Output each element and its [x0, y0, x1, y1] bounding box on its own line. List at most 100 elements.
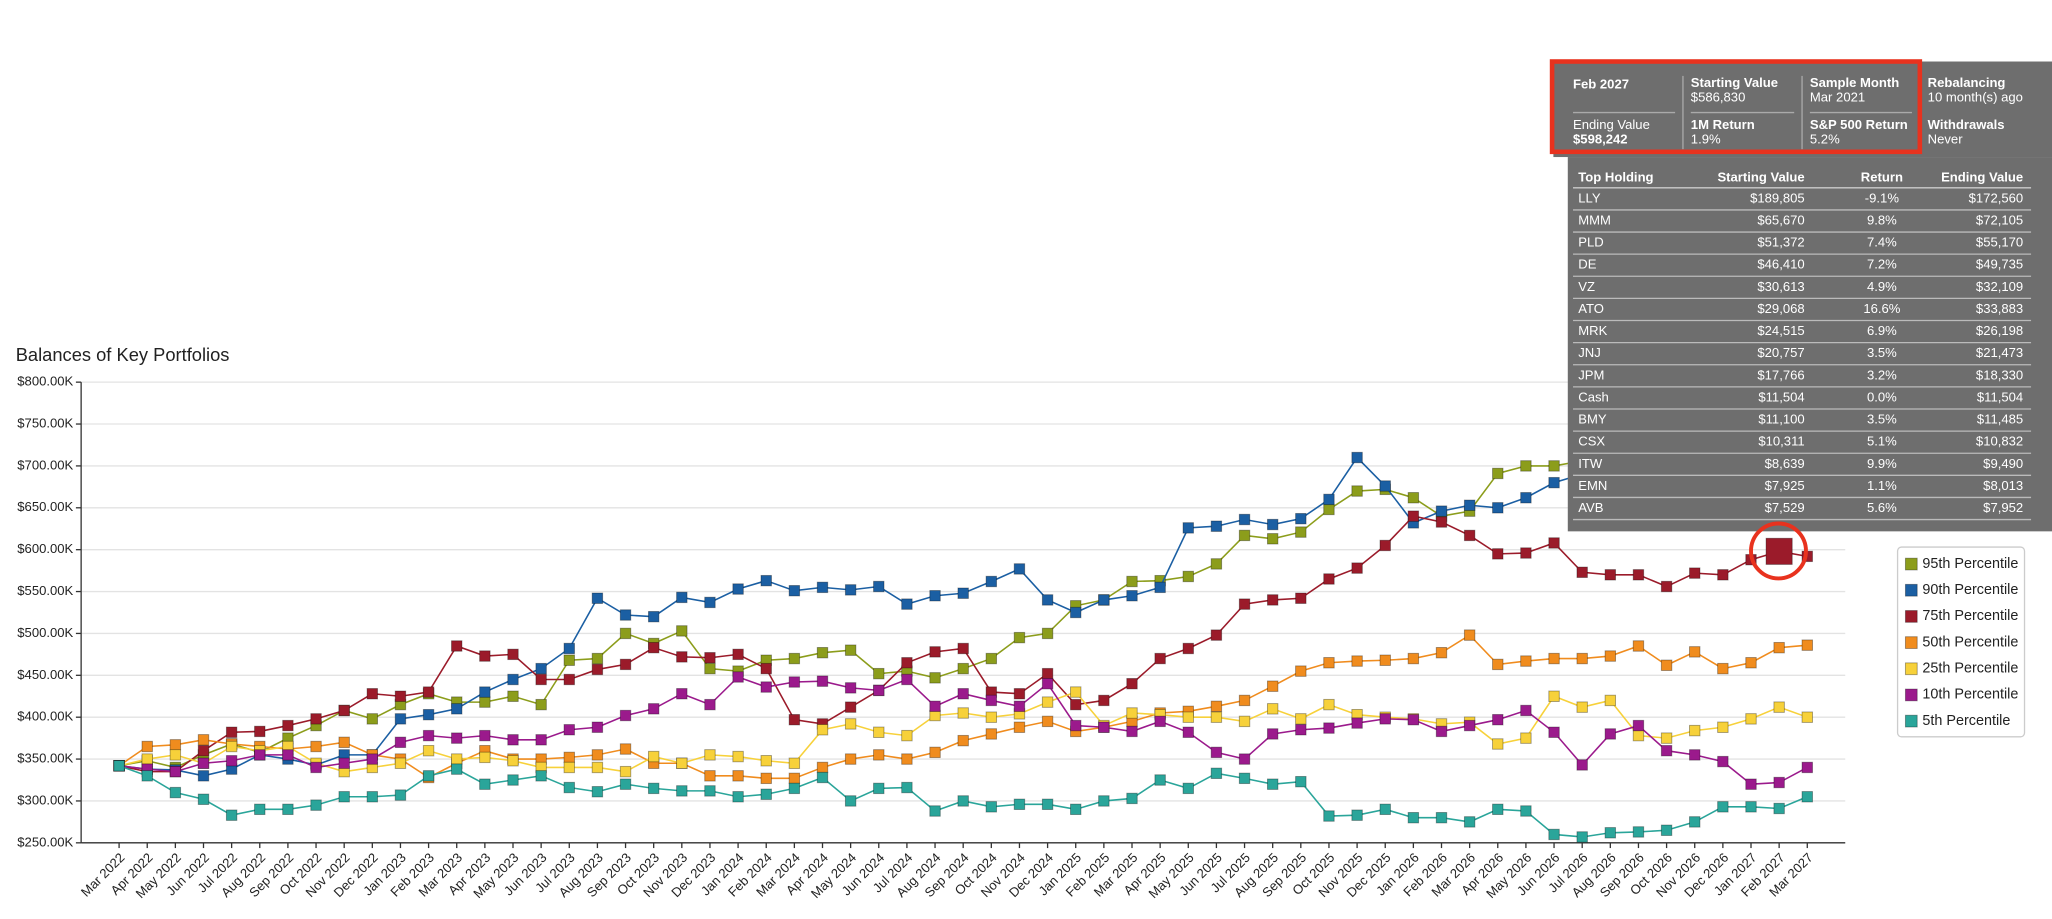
table-cell: 3.2% — [1867, 367, 1897, 382]
marker — [1689, 567, 1701, 579]
marker — [1576, 759, 1588, 771]
marker — [1773, 802, 1785, 815]
table-cell: JNJ — [1578, 345, 1601, 360]
marker — [732, 791, 744, 803]
marker — [873, 684, 885, 697]
marker — [647, 750, 660, 763]
marker — [310, 740, 322, 753]
marker — [1210, 629, 1223, 641]
marker — [535, 770, 547, 782]
marker — [338, 704, 350, 717]
marker — [479, 729, 491, 742]
table-header: Return — [1861, 169, 1903, 184]
marker — [1098, 721, 1110, 733]
marker — [1041, 594, 1054, 606]
marker — [225, 726, 238, 738]
marker — [1463, 499, 1476, 511]
marker — [1323, 698, 1335, 711]
marker — [844, 644, 857, 656]
marker — [873, 667, 885, 680]
marker — [1632, 729, 1645, 742]
marker — [788, 676, 801, 688]
marker — [619, 609, 632, 621]
legend-label: 75th Percentile — [1922, 608, 2018, 624]
marker — [197, 793, 210, 805]
table-cell: $11,100 — [1758, 412, 1804, 427]
field-label: Rebalancing — [1928, 75, 2006, 90]
marker — [479, 778, 491, 790]
marker — [760, 755, 772, 767]
y-tick-label: $550.00K — [17, 583, 73, 598]
marker — [254, 749, 266, 761]
marker — [816, 724, 829, 736]
marker — [563, 654, 575, 666]
field-value: Never — [1928, 131, 1964, 146]
marker — [1379, 654, 1391, 666]
y-tick-label: $250.00K — [17, 834, 73, 849]
marker — [591, 721, 604, 733]
marker — [788, 714, 801, 726]
marker — [1463, 529, 1476, 542]
marker — [591, 786, 604, 798]
marker — [1660, 745, 1673, 757]
marker — [844, 584, 857, 596]
marker — [619, 765, 632, 778]
marker — [1070, 803, 1082, 816]
marker — [141, 753, 153, 765]
field-value: $586,830 — [1691, 90, 1746, 105]
marker — [760, 788, 772, 800]
table-cell: BMY — [1578, 412, 1607, 427]
marker — [1463, 816, 1476, 828]
marker — [1492, 502, 1504, 514]
marker — [901, 598, 913, 610]
table-cell: $11,485 — [1977, 412, 2023, 427]
marker — [1182, 782, 1194, 795]
marker — [197, 734, 210, 746]
marker — [1182, 570, 1194, 583]
marker — [1210, 767, 1223, 780]
marker — [929, 672, 941, 684]
marker — [929, 805, 941, 817]
marker — [1013, 721, 1026, 733]
marker — [647, 703, 660, 715]
marker — [1266, 703, 1279, 715]
table-cell: VZ — [1578, 279, 1595, 294]
marker — [1773, 776, 1785, 789]
y-tick-label: $800.00K — [17, 374, 73, 389]
marker — [1689, 816, 1701, 828]
marker — [1238, 753, 1251, 765]
marker — [1632, 826, 1645, 838]
table-cell: $10,311 — [1758, 434, 1804, 449]
field-value: $598,242 — [1573, 131, 1628, 146]
table-cell: LLY — [1578, 190, 1601, 205]
marker — [816, 581, 829, 594]
plot: $250.00K $300.00K $350.00K $400.00K $450.00K… — [17, 374, 1846, 901]
table-cell: $9,490 — [1983, 456, 2023, 471]
marker — [1435, 516, 1448, 528]
marker — [1407, 652, 1420, 665]
marker — [1548, 652, 1560, 665]
field-value: Mar 2021 — [1810, 90, 1865, 105]
marker — [1604, 569, 1617, 581]
marker — [676, 591, 688, 604]
marker — [422, 770, 435, 782]
table-cell: $11,504 — [1758, 389, 1804, 404]
marker — [760, 681, 772, 693]
marker — [1520, 805, 1532, 817]
marker — [1717, 755, 1729, 768]
marker — [1266, 778, 1279, 790]
legend-box — [1896, 546, 2026, 738]
table-cell: 7.4% — [1867, 235, 1897, 250]
marker — [957, 795, 969, 807]
marker — [1351, 485, 1363, 497]
marker — [1548, 537, 1560, 549]
marker — [1041, 677, 1054, 690]
table-cell: $172,560 — [1969, 190, 2024, 205]
marker — [704, 770, 716, 782]
marker — [366, 791, 379, 803]
marker — [1435, 505, 1448, 517]
table-cell: MRK — [1578, 323, 1607, 338]
marker — [1295, 713, 1307, 725]
marker — [816, 771, 829, 784]
marker — [957, 587, 969, 599]
